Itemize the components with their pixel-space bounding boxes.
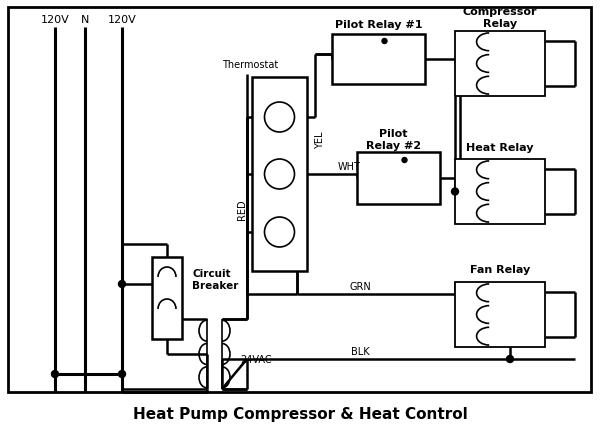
Text: WHT: WHT <box>338 162 361 172</box>
Circle shape <box>402 158 407 163</box>
Circle shape <box>506 356 514 362</box>
Text: RED: RED <box>237 199 247 220</box>
Circle shape <box>451 189 458 196</box>
Text: Thermostat: Thermostat <box>222 60 278 70</box>
Bar <box>357 153 440 205</box>
Text: BLK: BLK <box>350 346 370 356</box>
Text: Circuit
Breaker: Circuit Breaker <box>192 269 238 290</box>
Text: GRN: GRN <box>349 281 371 291</box>
Bar <box>152 258 182 339</box>
Text: 120V: 120V <box>107 15 136 25</box>
Bar <box>8 8 591 392</box>
Circle shape <box>382 40 387 44</box>
Bar <box>455 160 545 224</box>
Text: Fan Relay: Fan Relay <box>470 264 530 274</box>
Text: YEL: YEL <box>315 131 325 148</box>
Text: 24VAC: 24VAC <box>240 354 272 364</box>
Bar <box>455 283 545 347</box>
Text: Heat Pump Compressor & Heat Control: Heat Pump Compressor & Heat Control <box>133 406 467 421</box>
Bar <box>252 78 307 271</box>
Text: Pilot Relay #1: Pilot Relay #1 <box>335 20 422 30</box>
Bar <box>455 32 545 97</box>
Text: Heat Relay: Heat Relay <box>466 143 534 153</box>
Text: 120V: 120V <box>41 15 70 25</box>
Bar <box>332 35 425 85</box>
Text: Pilot
Relay #2: Pilot Relay #2 <box>366 129 421 150</box>
Text: Compressor
Relay: Compressor Relay <box>463 7 537 29</box>
Circle shape <box>119 281 125 288</box>
Circle shape <box>52 371 59 378</box>
Circle shape <box>119 371 125 378</box>
Text: N: N <box>81 15 89 25</box>
